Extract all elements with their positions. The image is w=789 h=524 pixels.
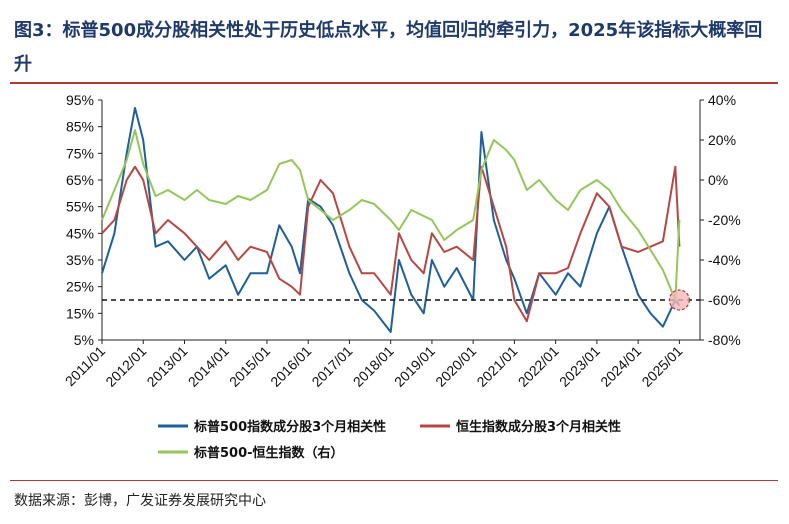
right-tick-label: 0% (708, 172, 728, 188)
left-tick-label: 25% (66, 279, 94, 295)
legend: 标普500指数成分股3个月相关性 恒生指数成分股3个月相关性标普500-恒生指数（… (158, 419, 621, 461)
left-tick-label: 75% (66, 145, 94, 161)
series-line-3 (101, 129, 681, 301)
x-tick-label: 2021/01 (473, 343, 520, 390)
x-tick-label: 2013/01 (144, 343, 191, 390)
left-tick-label: 95% (66, 92, 94, 108)
left-axis: 95% 85% 75% 65% 55% 45% 35% 25% 15% 5% (66, 92, 102, 348)
legend-label-3: 标普500-恒生指数（右） (193, 445, 344, 461)
x-tick-label: 2025/01 (638, 343, 685, 390)
x-tick-label: 2023/01 (556, 343, 603, 390)
right-axis: 40% 20% 0% -20% -40% -60% -80% (700, 92, 741, 348)
reference-layer (102, 289, 700, 311)
x-tick-label: 2018/01 (350, 343, 397, 390)
left-tick-label: 15% (66, 305, 94, 321)
chart-title: 图3：标普500成分股相关性处于历史低点水平，均值回归的牵引力，2025年该指标… (14, 20, 763, 75)
series-layer (101, 107, 681, 333)
x-tick-label: 2019/01 (391, 343, 438, 390)
left-tick-label: 65% (66, 172, 94, 188)
left-tick-label: 55% (66, 199, 94, 215)
right-tick-label: 40% (708, 92, 736, 108)
source-divider (10, 480, 778, 481)
series-line-1 (101, 107, 681, 333)
right-tick-label: -80% (708, 332, 741, 348)
x-tick-label: 2014/01 (185, 343, 232, 390)
plot-area (101, 100, 701, 341)
right-tick-label: -20% (708, 212, 741, 228)
x-tick-label: 2020/01 (432, 343, 479, 390)
right-tick-label: -40% (708, 252, 741, 268)
x-axis: 2011/012012/012013/012014/012015/012016/… (62, 340, 686, 390)
series-line-2 (101, 165, 681, 323)
data-source: 数据来源：彭博，广发证券发展研究中心 (14, 493, 266, 509)
left-tick-label: 5% (74, 332, 94, 348)
left-tick-label: 45% (66, 225, 94, 241)
x-tick-label: 2022/01 (515, 343, 562, 390)
left-tick-label: 35% (66, 252, 94, 268)
x-tick-label: 2012/01 (102, 343, 149, 390)
right-tick-label: -60% (708, 292, 741, 308)
x-tick-label: 2024/01 (597, 343, 644, 390)
title-divider (10, 82, 778, 84)
left-tick-label: 85% (66, 119, 94, 135)
x-tick-label: 2015/01 (226, 343, 273, 390)
correlation-chart: 95% 85% 75% 65% 55% 45% 35% 25% 15% 5% 40% 20% 0% -2… (62, 92, 741, 461)
legend-label-2: 恒生指数成分股3个月相关性 (456, 419, 621, 435)
right-tick-label: 20% (708, 132, 736, 148)
x-tick-label: 2017/01 (308, 343, 355, 390)
x-tick-label: 2011/01 (62, 343, 109, 390)
highlight-circle (668, 289, 690, 311)
x-tick-label: 2016/01 (267, 343, 314, 390)
legend-label-1: 标普500指数成分股3个月相关性 (193, 419, 386, 435)
